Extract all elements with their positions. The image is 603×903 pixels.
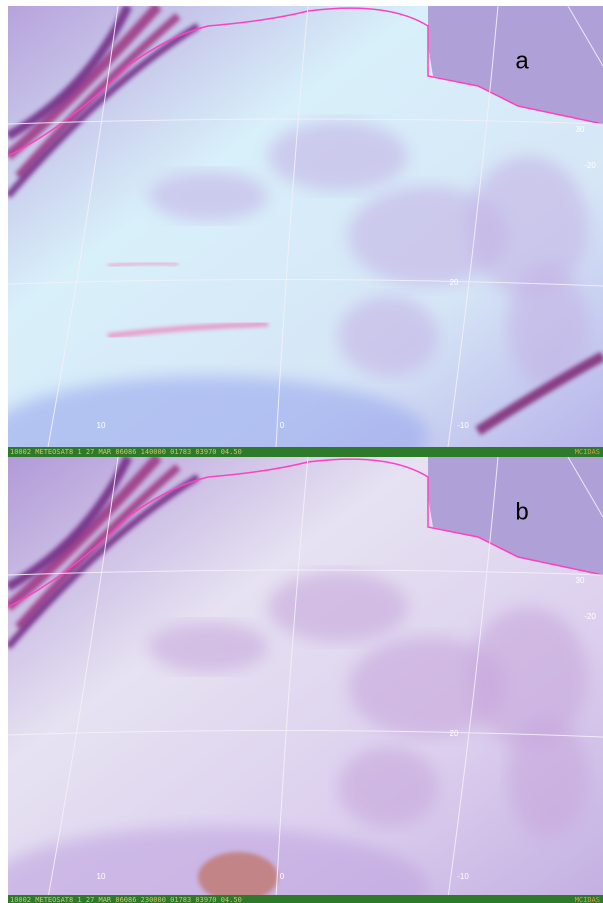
terrain-patch [148,622,268,672]
status-brand: MCIDAS [575,448,600,456]
panel-label: a [515,47,529,74]
satellite-image [0,6,603,496]
grid-label: 0 [280,872,285,881]
grid-label: 10 [97,872,106,881]
status-text: 10002 METEOSAT8 1 27 MAR 06086 140000 01… [10,448,242,456]
terrain-patch [338,296,438,376]
image-panel: 30 -20 20 10 0 -10 b 10002 METEOSAT8 1 27 MAR 0… [0,457,603,903]
terrain-patch [268,121,408,191]
grid-label: 10 [97,421,106,430]
grid-label: 0 [280,421,285,430]
grid-label: -20 [584,612,596,621]
grid-label: 20 [450,729,459,738]
satellite-figure: 30 -20 20 10 0 -10 a 10002 METEOSAT8 1 27 MAR 0… [0,0,603,903]
grid-label: 20 [450,278,459,287]
terrain-patch [338,747,438,827]
image-panel: 30 -20 20 10 0 -10 a 10002 METEOSAT8 1 27 MAR 0… [0,6,603,496]
grid-label: -10 [457,872,469,881]
status-text: 10002 METEOSAT8 1 27 MAR 06086 230000 01… [10,896,242,903]
terrain-patch [268,572,408,642]
terrain-patch [148,171,268,221]
grid-label: -10 [457,421,469,430]
status-brand: MCIDAS [575,896,600,903]
grid-label: 30 [576,125,585,134]
panel-label: b [515,498,528,525]
satellite-image [0,457,603,903]
grid-label: -20 [584,161,596,170]
grid-label: 30 [576,576,585,585]
cloud-cluster [198,852,278,902]
